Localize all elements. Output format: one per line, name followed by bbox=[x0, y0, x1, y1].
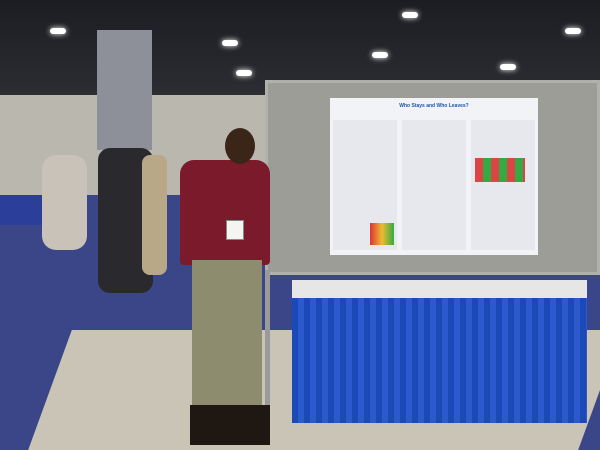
presenter-shoes bbox=[190, 405, 270, 445]
table-skirt bbox=[292, 298, 587, 423]
attendee bbox=[142, 155, 167, 275]
ceiling-light bbox=[565, 28, 581, 34]
ceiling-light bbox=[222, 40, 238, 46]
poster-column bbox=[471, 120, 535, 250]
ceiling-light bbox=[236, 70, 252, 76]
attendee bbox=[42, 155, 87, 250]
ceiling-light bbox=[50, 28, 66, 34]
drape-table bbox=[0, 195, 45, 225]
presenter-pants bbox=[192, 260, 262, 420]
ceiling-light bbox=[372, 52, 388, 58]
presenter-shirt bbox=[180, 160, 270, 265]
board-leg bbox=[265, 270, 270, 420]
ceiling-light bbox=[500, 64, 516, 70]
poster-column bbox=[402, 120, 466, 250]
poster-heatmap bbox=[370, 223, 394, 245]
ceiling-light bbox=[402, 12, 418, 18]
pillar bbox=[97, 30, 152, 150]
name-badge bbox=[226, 220, 244, 240]
poster-title: Who Stays and Who Leaves? bbox=[399, 103, 469, 109]
poster-table bbox=[475, 158, 525, 182]
presenter-head bbox=[225, 128, 255, 164]
research-poster: Who Stays and Who Leaves? bbox=[330, 98, 538, 255]
table-top bbox=[292, 280, 587, 300]
